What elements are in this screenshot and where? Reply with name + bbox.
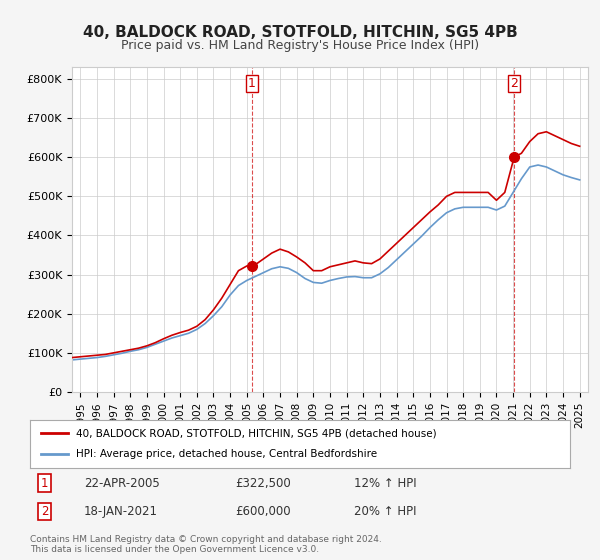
Text: HPI: Average price, detached house, Central Bedfordshire: HPI: Average price, detached house, Cent… (76, 449, 377, 459)
Text: £322,500: £322,500 (235, 477, 291, 490)
Text: 2: 2 (41, 505, 48, 518)
Text: 18-JAN-2021: 18-JAN-2021 (84, 505, 158, 518)
Text: 1: 1 (248, 77, 256, 90)
Text: £600,000: £600,000 (235, 505, 291, 518)
Text: 2: 2 (510, 77, 518, 90)
Text: 1: 1 (41, 477, 48, 490)
Text: 22-APR-2005: 22-APR-2005 (84, 477, 160, 490)
Text: 40, BALDOCK ROAD, STOTFOLD, HITCHIN, SG5 4PB (detached house): 40, BALDOCK ROAD, STOTFOLD, HITCHIN, SG5… (76, 428, 437, 438)
Text: Price paid vs. HM Land Registry's House Price Index (HPI): Price paid vs. HM Land Registry's House … (121, 39, 479, 52)
Text: 12% ↑ HPI: 12% ↑ HPI (354, 477, 416, 490)
Text: Contains HM Land Registry data © Crown copyright and database right 2024.
This d: Contains HM Land Registry data © Crown c… (30, 535, 382, 554)
Text: 40, BALDOCK ROAD, STOTFOLD, HITCHIN, SG5 4PB: 40, BALDOCK ROAD, STOTFOLD, HITCHIN, SG5… (83, 25, 517, 40)
Text: 20% ↑ HPI: 20% ↑ HPI (354, 505, 416, 518)
